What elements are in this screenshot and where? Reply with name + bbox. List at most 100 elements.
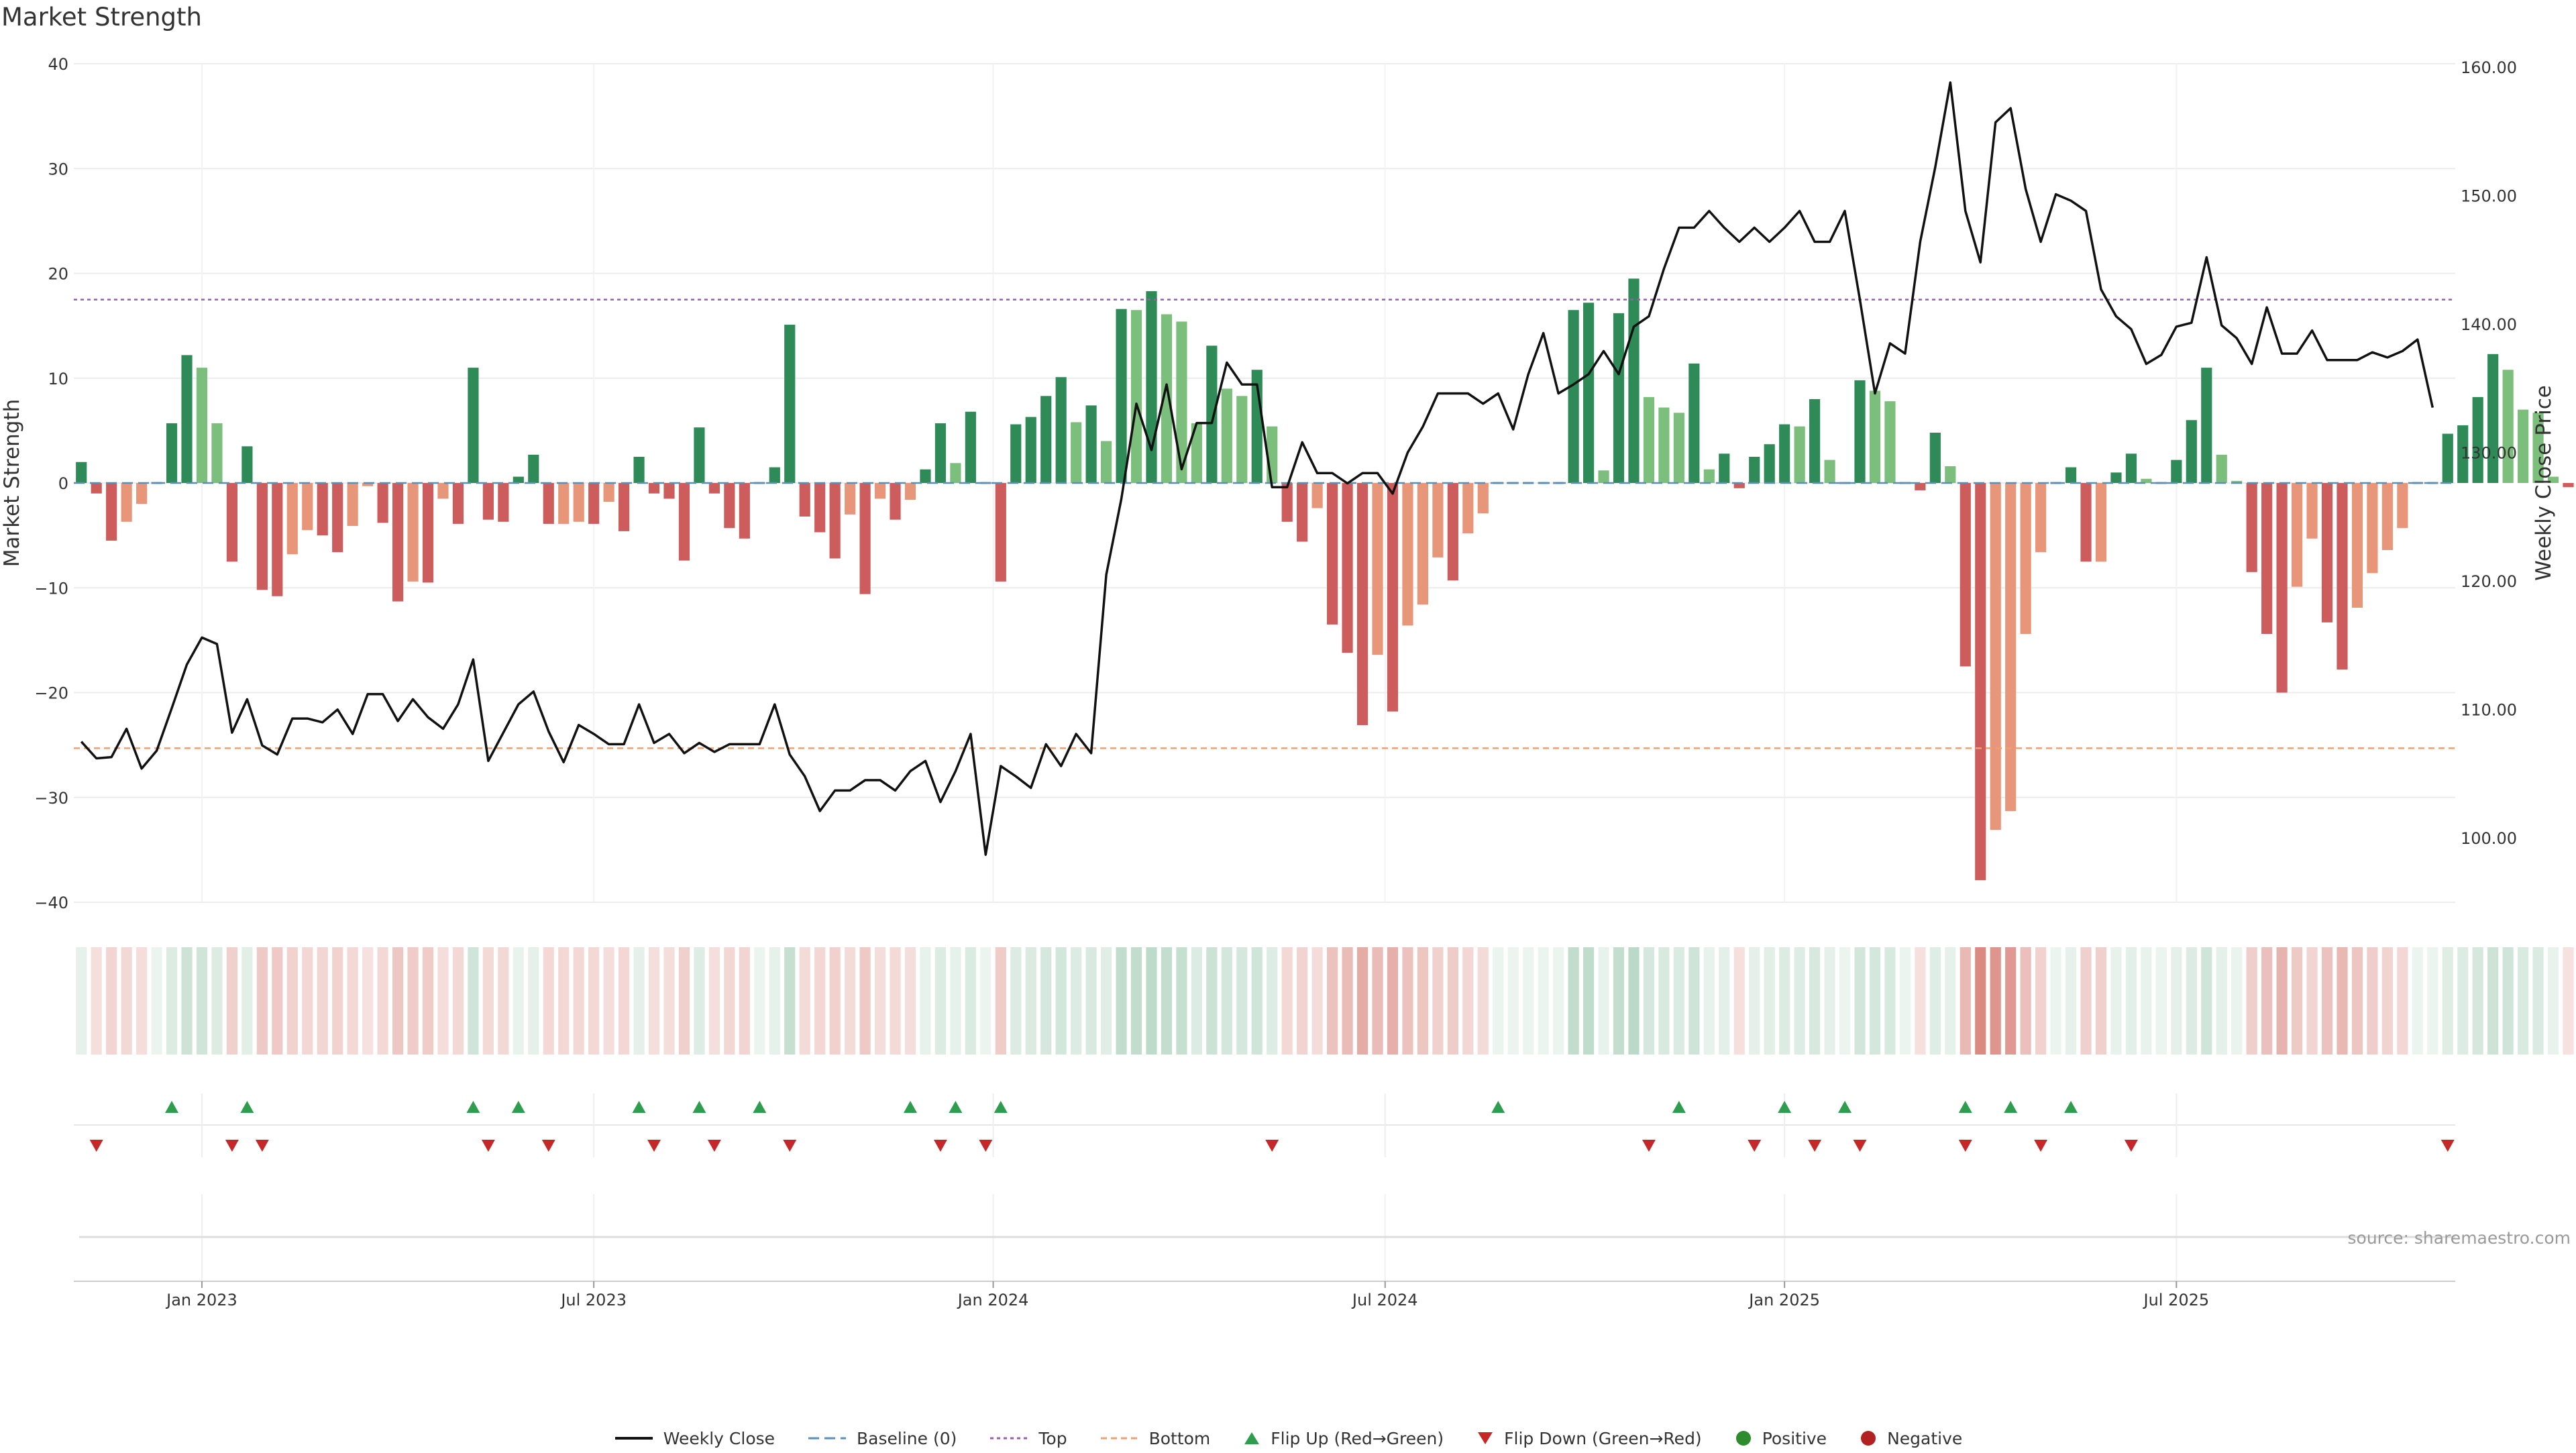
axes: 40 30 20 10 0 −10 −20 −30 −40 160.00 150.00 140.00 1… <box>34 55 2517 912</box>
flip-up-marker <box>753 1101 767 1113</box>
heatstrip-cell <box>859 947 871 1055</box>
flip-up-marker <box>692 1101 706 1113</box>
strength-bar <box>1297 483 1308 542</box>
heatstrip-cell <box>317 947 328 1055</box>
flip-up-marker <box>949 1101 963 1113</box>
heatstrip-cell <box>2291 947 2303 1055</box>
threshold-lines <box>74 299 2455 749</box>
flip-up-marker <box>2064 1101 2078 1113</box>
strength-bar <box>1884 401 1896 483</box>
strength-bar <box>1613 313 1625 483</box>
strength-bar <box>1206 345 1218 483</box>
legend-item-flip-up: Flip Up (Red→Green) <box>1242 1429 1444 1448</box>
heatstrip-cell <box>2171 947 2182 1055</box>
circle-icon <box>1734 1429 1753 1448</box>
strength-bar <box>2201 368 2212 483</box>
strength-bar <box>437 483 449 499</box>
strength-bar <box>663 483 675 499</box>
heatstrip-cell <box>377 947 388 1055</box>
heatstrip-cell <box>1703 947 1715 1055</box>
heatstrip-cell <box>2155 947 2167 1055</box>
strength-bar <box>1854 380 1866 483</box>
strength-bar <box>422 483 434 583</box>
heatstrip-cell <box>2186 947 2197 1055</box>
heatstrip-cell <box>2306 947 2318 1055</box>
strength-bar <box>196 368 208 483</box>
strength-bar <box>1945 466 1956 483</box>
heatstrip-cell <box>2457 947 2469 1055</box>
lower-panel <box>79 1194 2455 1281</box>
legend-item-line: Weekly Close <box>614 1429 775 1448</box>
strength-bar <box>1281 483 1293 522</box>
heatstrip-cell <box>874 947 886 1055</box>
heatstrip-cell <box>1628 947 1640 1055</box>
strength-bar <box>1417 483 1429 605</box>
x-tick-label: Jan 2025 <box>1748 1291 1820 1309</box>
legend-item-negative: Negative <box>1859 1429 1962 1448</box>
legend-label: Top <box>1038 1428 1067 1448</box>
flip-down-marker <box>647 1140 661 1152</box>
strength-bar <box>558 483 570 524</box>
flip-up-marker <box>1672 1101 1686 1113</box>
heatstrip-cell <box>166 947 178 1055</box>
heatstrip-cell <box>422 947 434 1055</box>
flip-up-marker <box>2004 1101 2018 1113</box>
heatstrip-cell <box>1342 947 1353 1055</box>
strength-bar <box>1462 483 1474 533</box>
strength-bar <box>1372 483 1383 655</box>
heatstrip-cell <box>1764 947 1775 1055</box>
strength-bar <box>799 483 810 517</box>
heatstrip-cell <box>1311 947 1323 1055</box>
heatstrip-cell <box>904 947 916 1055</box>
heatstrip-cell <box>829 947 841 1055</box>
heatstrip-cell <box>845 947 856 1055</box>
flip-down-marker <box>979 1140 993 1152</box>
heatstrip-cell <box>407 947 419 1055</box>
strength-bar <box>1688 363 1700 483</box>
legend-item-bottom: Bottom <box>1099 1429 1210 1448</box>
heatstrip-cell <box>76 947 87 1055</box>
heatstrip-cell <box>1598 947 1609 1055</box>
heatstrip-cell <box>1929 947 1941 1055</box>
heatstrip-cell <box>498 947 509 1055</box>
strength-bar <box>1809 399 1821 483</box>
flip-down-marker <box>2034 1140 2048 1152</box>
strength-bar <box>1915 483 1926 490</box>
strength-bar <box>603 483 614 502</box>
strength-bar <box>362 483 374 486</box>
strength-bar <box>452 483 464 524</box>
strength-bar <box>2020 483 2031 634</box>
flip-down-marker <box>541 1140 555 1152</box>
strength-bar <box>2502 370 2514 483</box>
y-tick-label: 20 <box>48 265 68 284</box>
heatstrip-cell <box>1658 947 1670 1055</box>
heatstrip-cell <box>603 947 614 1055</box>
strength-bar <box>814 483 826 533</box>
heatstrip-cell <box>151 947 162 1055</box>
heatstrip-cell <box>965 947 976 1055</box>
heatstrip-cell <box>2427 947 2438 1055</box>
strength-heatstrip <box>76 947 2574 1055</box>
strength-bar <box>678 483 690 561</box>
strength-bar <box>1327 483 1338 625</box>
heatstrip-cell <box>1281 947 1293 1055</box>
strength-bar <box>76 462 87 483</box>
heatstrip-cell <box>950 947 961 1055</box>
heatstrip-cell <box>2125 947 2137 1055</box>
legend-item-positive: Positive <box>1734 1429 1827 1448</box>
strength-bar <box>694 427 705 483</box>
y2-tick-label: 160.00 <box>2461 58 2517 77</box>
strength-bar <box>1568 310 1579 483</box>
y-axis-title: Market Strength <box>0 399 24 568</box>
heatstrip-cell <box>1055 947 1067 1055</box>
heatstrip-cell <box>2397 947 2408 1055</box>
heatstrip-cell <box>1417 947 1429 1055</box>
strength-bar <box>1146 291 1157 483</box>
heatstrip-cell <box>347 947 358 1055</box>
strength-bar <box>859 483 871 594</box>
heatstrip-cell <box>678 947 690 1055</box>
strength-bar <box>1779 424 1790 483</box>
heatstrip-cell <box>91 947 102 1055</box>
y2-axis-title: Weekly Close Price <box>2532 385 2556 581</box>
heatstrip-cell <box>2472 947 2483 1055</box>
